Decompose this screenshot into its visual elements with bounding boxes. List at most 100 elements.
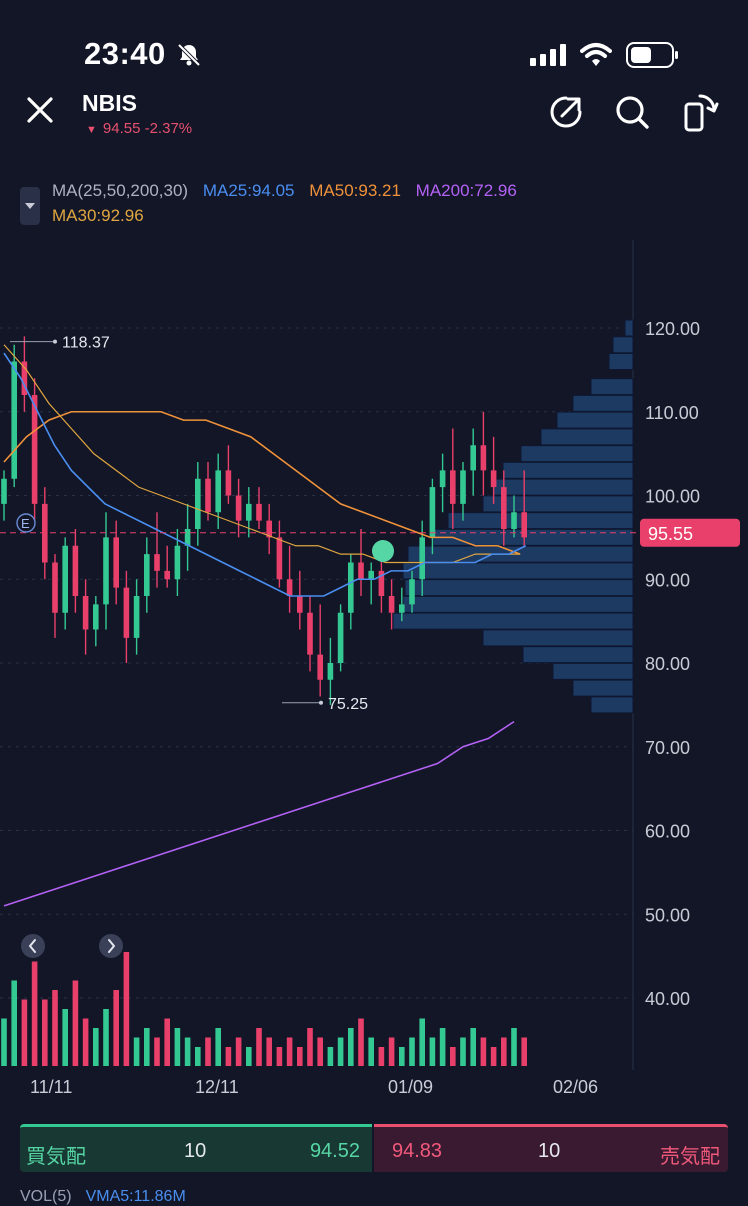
ma50-value: MA50:93.21 <box>309 181 401 200</box>
current-price-label: 95.55 <box>648 524 693 544</box>
volume-profile-bar <box>502 461 634 479</box>
volume-bar <box>317 1037 323 1066</box>
y-tick-label: 40.00 <box>645 989 690 1009</box>
ma-legend-row-1: MA(25,50,200,30) MA25:94.05 MA50:93.21 M… <box>52 181 527 201</box>
candle-body <box>399 604 405 613</box>
ma200-value: MA200:72.96 <box>415 181 517 200</box>
volume-profile-bar <box>402 595 634 613</box>
volume-bar <box>399 1047 405 1066</box>
volume-bar <box>133 1037 140 1066</box>
volume-bar <box>205 1037 211 1066</box>
buy-label: 買気配 <box>26 1146 86 1168</box>
close-icon[interactable] <box>18 88 62 132</box>
volume-bar <box>439 1028 446 1066</box>
volume-profile-bar <box>522 646 634 664</box>
volume-bar <box>123 952 130 1066</box>
volume-bar <box>450 1047 456 1066</box>
volume-bar <box>21 999 28 1066</box>
x-tick-label: 12/11 <box>195 1077 239 1097</box>
volume-bar <box>174 1028 181 1066</box>
volume-profile-bar <box>492 478 634 496</box>
chevron-left-icon <box>29 939 36 953</box>
candle-body <box>205 478 211 513</box>
search-icon[interactable] <box>610 90 654 134</box>
volume-profile-bar <box>572 394 634 412</box>
ma-dropdown-toggle[interactable] <box>20 187 40 225</box>
candle-body <box>511 512 517 529</box>
volume-bar <box>276 1047 283 1066</box>
volume-profile-bar <box>608 353 634 370</box>
volume-profile-bar <box>432 528 634 546</box>
candle-body <box>164 570 170 580</box>
candle-body <box>358 562 364 580</box>
candle-body <box>21 361 28 395</box>
candle-body <box>256 503 262 521</box>
candle-body <box>337 612 344 663</box>
candle-body <box>429 487 436 538</box>
candle-body <box>52 562 58 613</box>
volume-profile-bar <box>447 512 634 530</box>
y-tick-label: 90.00 <box>645 570 690 590</box>
volume-bar <box>235 1037 242 1066</box>
candle-body <box>480 445 487 471</box>
volume-profile-bar <box>540 428 634 446</box>
candle-body <box>82 596 89 630</box>
caret-down-icon <box>25 203 35 209</box>
candlestick-chart[interactable]: 120.00 110.00 100.00 90.00 80.00 70.00 60.00 50… <box>0 240 748 1070</box>
volume-bar <box>72 980 79 1066</box>
candle-body <box>409 579 415 605</box>
vma-value: VMA5:11.86M <box>85 1188 186 1205</box>
volume-bar <box>521 1037 527 1066</box>
volume-bar <box>327 1047 334 1066</box>
volume-bar <box>42 999 48 1066</box>
volume-label: VOL(5) <box>20 1188 72 1205</box>
volume-profile-bar <box>624 319 634 337</box>
y-tick-label: 100.00 <box>645 487 700 507</box>
volume-bar <box>103 1009 109 1066</box>
candle-body <box>439 470 446 488</box>
volume-bar <box>195 1047 201 1066</box>
volume-profile-bar <box>482 629 634 647</box>
volume-bar <box>378 1047 385 1066</box>
high-marker-dot <box>53 339 57 344</box>
y-tick-label: 50.00 <box>645 905 690 925</box>
candle-body <box>215 470 221 513</box>
candle-body <box>174 545 181 580</box>
rotate-screen-icon[interactable] <box>678 90 722 134</box>
volume-bar <box>1 1018 7 1066</box>
current-price-tag <box>640 518 740 547</box>
order-book-bar: 買気配 10 94.52 94.83 10 売気配 <box>20 1124 728 1172</box>
buy-quote-button[interactable]: 買気配 10 94.52 <box>20 1124 372 1172</box>
candle-body <box>297 596 303 613</box>
candle-body <box>195 478 201 529</box>
high-marker-label: 118.37 <box>62 335 110 352</box>
volume-bar <box>225 1047 232 1066</box>
down-arrow-icon: ▼ <box>86 124 97 136</box>
candle-body <box>388 596 395 613</box>
signal-dot <box>372 540 394 562</box>
volume-bar <box>419 1018 425 1066</box>
earnings-marker <box>16 513 36 533</box>
share-icon[interactable] <box>544 90 588 134</box>
volume-bar <box>511 1028 517 1066</box>
low-marker-dot <box>319 700 323 705</box>
volume-bar <box>460 1037 466 1066</box>
volume-bar <box>266 1037 272 1066</box>
ticker-symbol: NBIS <box>82 90 137 116</box>
y-tick-label: 120.00 <box>645 319 700 339</box>
status-time: 23:40 <box>84 36 166 71</box>
volume-bar <box>82 1018 89 1066</box>
sell-label: 売気配 <box>660 1146 720 1168</box>
volume-bar <box>409 1037 415 1066</box>
ma-legend-row-2: MA30:92.96 <box>52 206 154 226</box>
candle-body <box>103 537 109 605</box>
candle-body <box>378 570 385 596</box>
volume-profile-bar <box>402 562 634 580</box>
y-tick-label: 70.00 <box>645 738 690 758</box>
sell-quote-button[interactable]: 94.83 10 売気配 <box>374 1124 728 1172</box>
ma50-line <box>3 410 521 555</box>
y-tick-label: 60.00 <box>645 822 690 842</box>
volume-bar <box>286 1037 293 1066</box>
x-tick-label: 02/06 <box>553 1077 599 1097</box>
volume-bar <box>215 1028 221 1066</box>
